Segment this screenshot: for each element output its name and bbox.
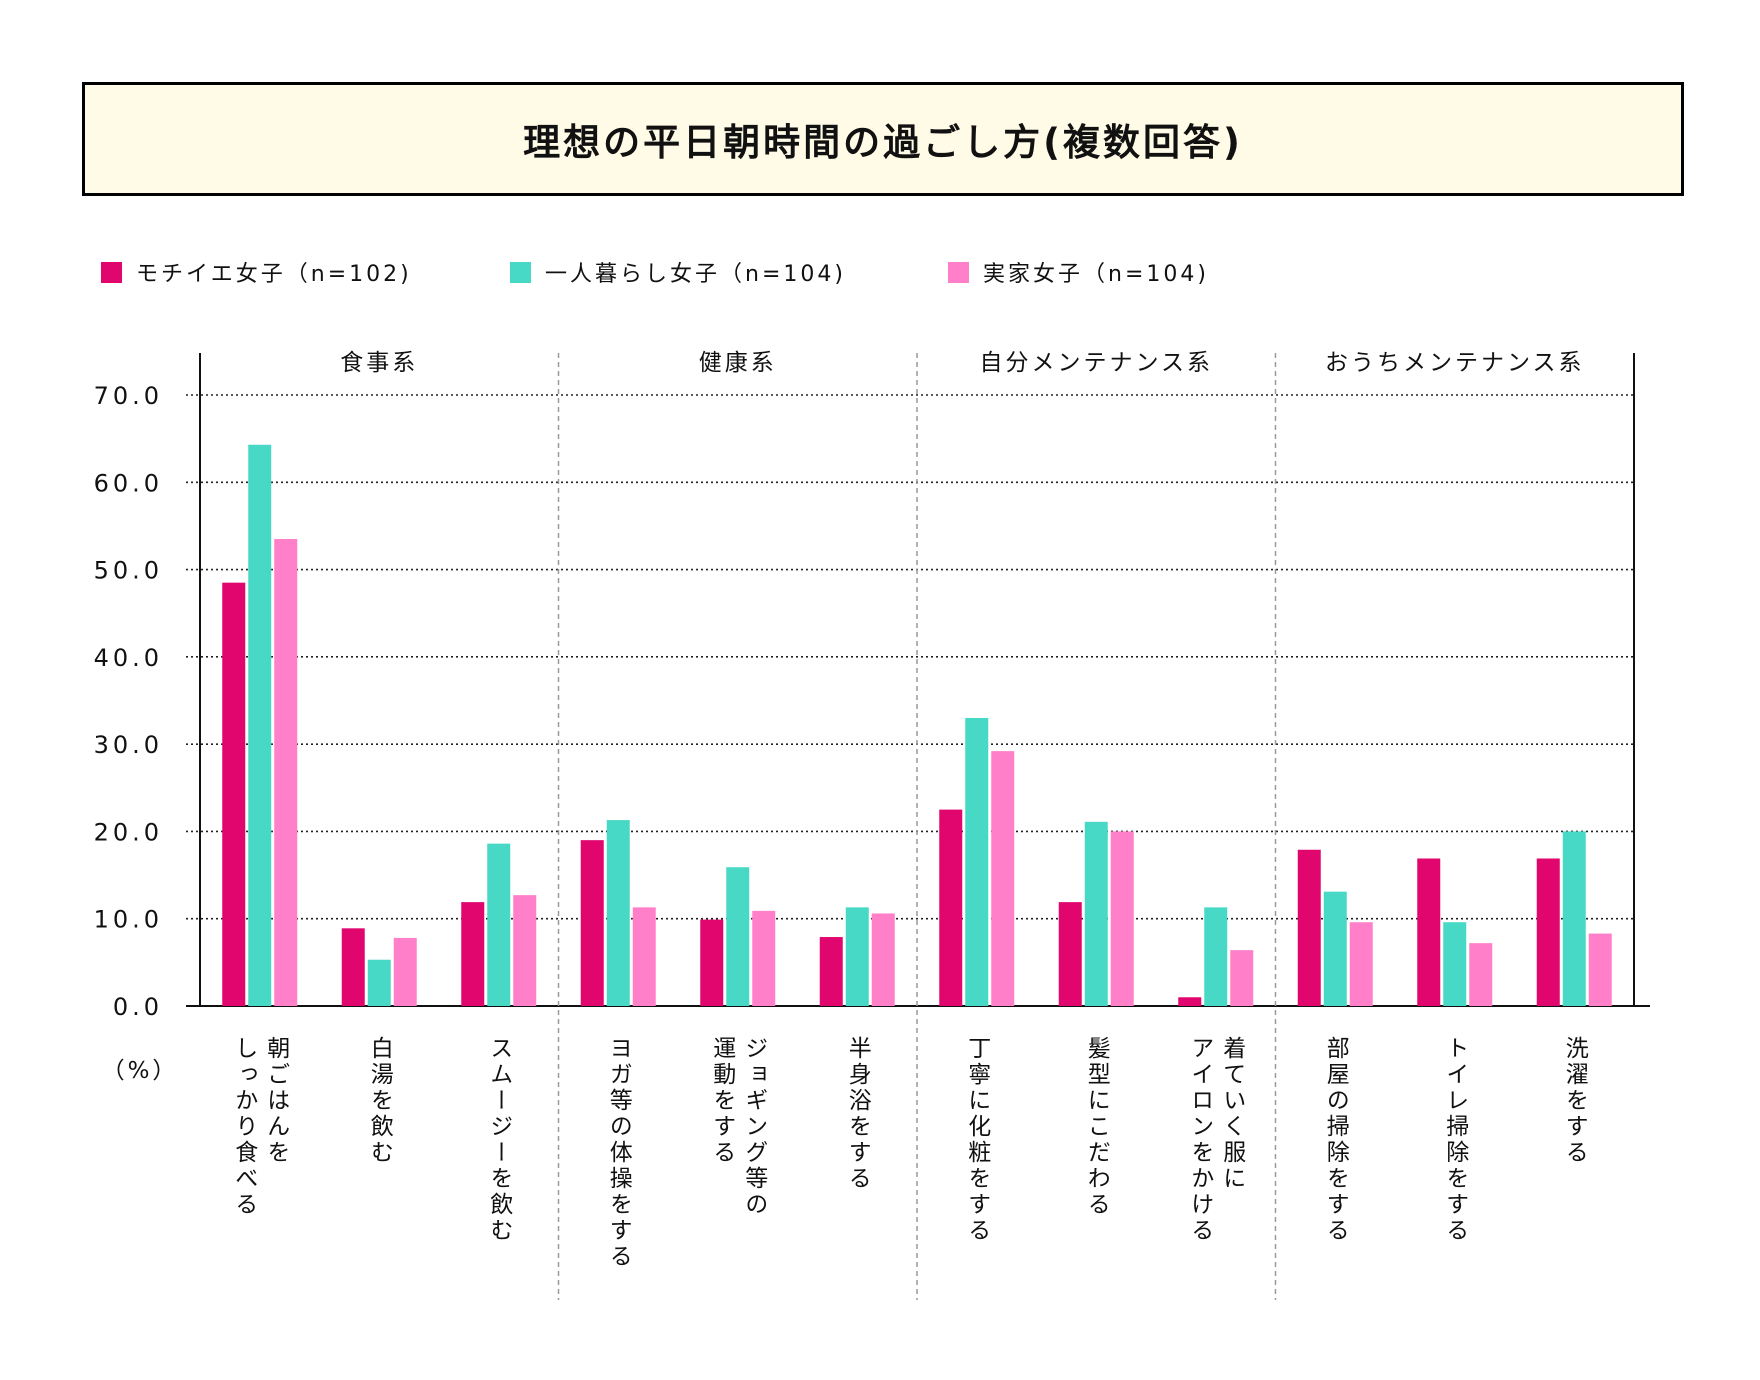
bar — [393, 937, 417, 1006]
bar — [752, 910, 776, 1006]
bar — [1469, 943, 1493, 1006]
bar — [1297, 849, 1321, 1006]
y-tick-label: 30.0 — [94, 731, 163, 759]
bar — [1178, 997, 1202, 1006]
bar — [1562, 831, 1586, 1006]
bar — [726, 867, 750, 1006]
y-tick-label: 10.0 — [94, 906, 163, 934]
bar — [700, 919, 724, 1006]
group-label: 健康系 — [699, 350, 777, 376]
bar — [845, 907, 869, 1006]
bar — [991, 751, 1015, 1006]
x-category-label: 部屋の掃除をする — [1322, 1036, 1349, 1244]
bar — [1536, 858, 1560, 1006]
bar — [939, 809, 963, 1006]
bar — [274, 539, 298, 1006]
bar — [1349, 922, 1373, 1006]
legend-item-mochiie: モチイエ女子（n=102) — [101, 256, 412, 288]
bar — [1443, 922, 1467, 1006]
bar — [1588, 933, 1612, 1006]
legend-swatch — [510, 261, 531, 283]
x-category-label: 半身浴をする — [844, 1036, 871, 1192]
legend-label: 一人暮らし女子（n=104) — [545, 262, 846, 287]
y-tick-label: 50.0 — [94, 557, 163, 585]
bar — [487, 843, 511, 1006]
legend-item-hitorigurashi: 一人暮らし女子（n=104) — [510, 256, 846, 288]
y-tick-label: 70.0 — [94, 382, 163, 410]
x-category-label: 丁寧に化粧をする — [963, 1036, 990, 1244]
x-category-label: スムージーを飲む — [485, 1036, 512, 1244]
chart-title-box: 理想の平日朝時間の過ごし方(複数回答) — [82, 82, 1684, 196]
bar — [248, 444, 272, 1006]
group-label: 食事系 — [340, 350, 418, 376]
bar — [965, 717, 989, 1006]
legend: モチイエ女子（n=102) 一人暮らし女子（n=104) 実家女子（n=104) — [101, 256, 1401, 288]
bar — [461, 902, 485, 1006]
y-tick-label: 60.0 — [94, 469, 163, 497]
bar — [1323, 891, 1347, 1006]
legend-swatch — [101, 261, 122, 283]
legend-item-jikka: 実家女子（n=104) — [948, 256, 1209, 288]
x-category-label: ジョギング等の 運動をする — [708, 1036, 767, 1218]
bar — [1417, 858, 1441, 1006]
bar — [1084, 821, 1108, 1006]
legend-swatch — [948, 261, 969, 283]
legend-label: モチイエ女子（n=102) — [136, 262, 412, 287]
bar — [1204, 907, 1228, 1006]
bar — [341, 928, 365, 1006]
y-tick-label: 0.0 — [113, 993, 163, 1021]
bar — [632, 907, 656, 1006]
bar — [871, 913, 895, 1006]
x-category-label: 洗濯をする — [1561, 1036, 1588, 1166]
chart-title: 理想の平日朝時間の過ごし方(複数回答) — [523, 121, 1243, 164]
x-category-label: 朝ごはんを しっかり食べる — [230, 1036, 289, 1218]
x-category-label: ヨガ等の体操をする — [605, 1036, 632, 1270]
y-tick-label: 20.0 — [94, 818, 163, 846]
x-category-label: 着ていく服に アイロンをかける — [1186, 1036, 1245, 1244]
bar — [513, 895, 537, 1006]
bar — [1058, 902, 1082, 1006]
bar — [580, 840, 604, 1006]
legend-label: 実家女子（n=104) — [983, 262, 1209, 287]
bar — [1110, 831, 1134, 1006]
group-label: おうちメンテナンス系 — [1325, 350, 1585, 376]
y-axis-unit-label: （%） — [102, 1058, 179, 1084]
group-label: 自分メンテナンス系 — [979, 350, 1213, 376]
bar — [819, 937, 843, 1006]
x-category-label: 白湯を飲む — [366, 1036, 393, 1166]
x-category-label: 髪型にこだわる — [1083, 1036, 1110, 1218]
y-tick-label: 40.0 — [94, 644, 163, 672]
bar — [367, 959, 391, 1006]
bar — [1230, 950, 1254, 1006]
bar — [222, 582, 246, 1006]
bar — [606, 820, 630, 1006]
x-category-label: トイレ掃除をする — [1441, 1036, 1468, 1244]
